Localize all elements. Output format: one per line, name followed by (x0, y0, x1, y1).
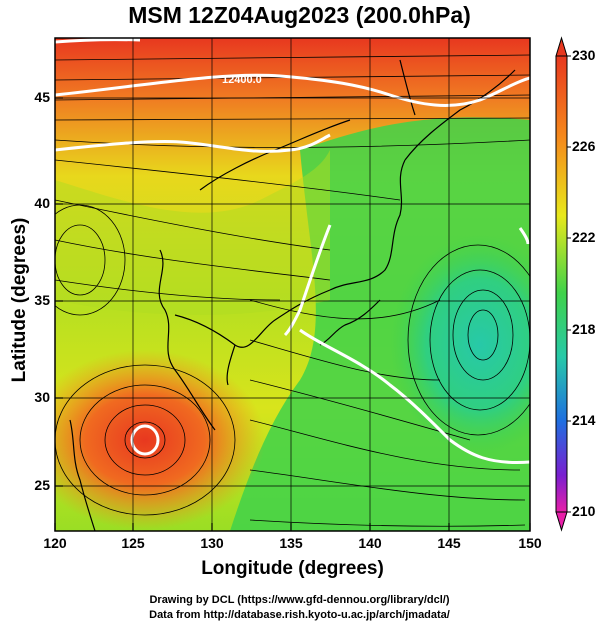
x-tick-label: 145 (437, 535, 461, 551)
x-tick-label: 120 (43, 535, 67, 551)
streamlines (55, 54, 530, 527)
typhoon-warm-core (55, 350, 265, 530)
colorbar-tick-label: 210 (572, 503, 596, 519)
map-plot-area: 12400.0 (55, 38, 530, 531)
colorbar (555, 36, 571, 532)
colorbar-tick-label: 226 (572, 138, 596, 154)
colorbar-tick-label: 214 (572, 412, 596, 428)
height-contours (55, 38, 530, 465)
upper-low (390, 235, 530, 455)
colorbar-tick-label: 230 (572, 47, 596, 63)
x-axis-title: Longitude (degrees) (201, 558, 384, 579)
y-tick-label: 30 (34, 389, 50, 405)
map-title: MSM 12Z04Aug2023 (200.0hPa) (128, 2, 471, 28)
contour-label: 12400.0 (222, 74, 262, 86)
y-tick-label: 45 (34, 89, 50, 105)
y-tick-label: 25 (34, 477, 50, 493)
colorbar-tick-label: 218 (572, 321, 596, 337)
x-tick-label: 135 (279, 535, 303, 551)
x-tick-label: 130 (200, 535, 224, 551)
y-tick-label: 35 (34, 292, 50, 308)
y-tick-label: 40 (34, 195, 50, 211)
axis-ticks (54, 97, 531, 531)
map-frame (54, 37, 531, 532)
colorbar-tick-label: 222 (572, 229, 596, 245)
gridlines (55, 38, 530, 531)
y-axis-title: Latitude (degrees) (9, 217, 30, 383)
credit-data: Data from http://database.rish.kyoto-u.a… (149, 609, 450, 621)
x-tick-label: 125 (121, 535, 145, 551)
x-tick-label: 150 (518, 535, 542, 551)
x-tick-label: 140 (358, 535, 382, 551)
credit-drawing: Drawing by DCL (https://www.gfd-dennou.o… (149, 594, 450, 606)
